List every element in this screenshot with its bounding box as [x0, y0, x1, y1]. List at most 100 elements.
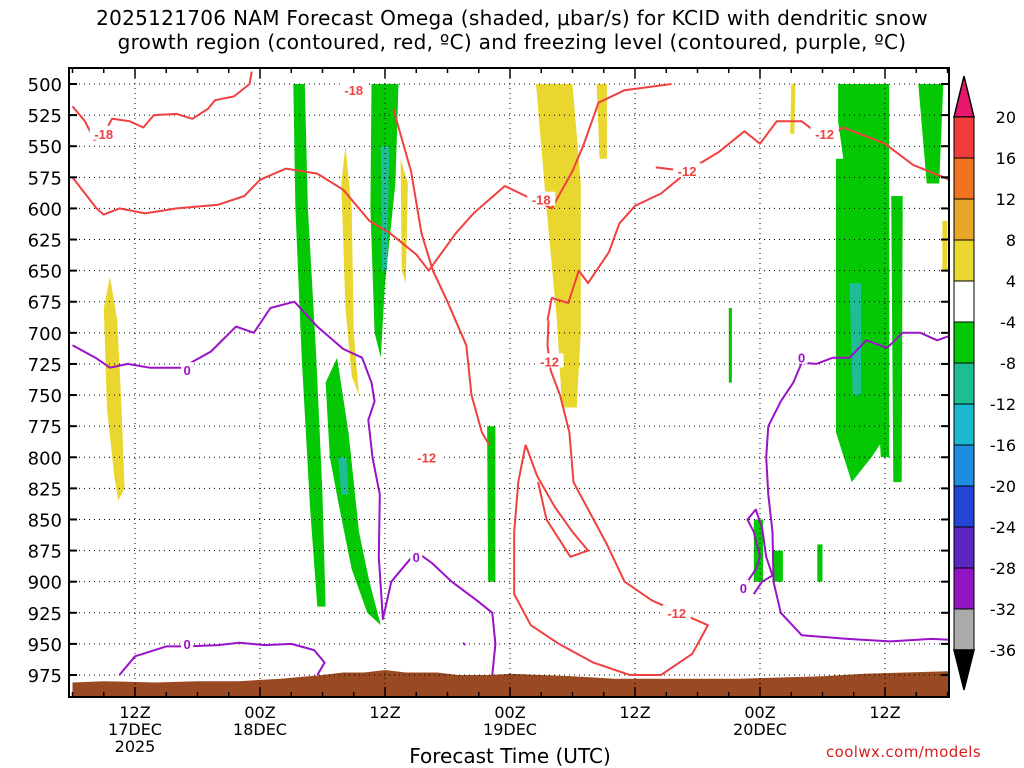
- omega-region: [293, 84, 326, 607]
- colorbar-segment: [953, 280, 975, 323]
- y-tick-label: 775: [28, 417, 62, 438]
- colorbar-top-arrow: [953, 75, 975, 118]
- contour-label-bg: [412, 449, 441, 464]
- y-tick-label: 700: [28, 324, 62, 345]
- colorbar-segment: [953, 403, 975, 446]
- contour-label-bg: [181, 635, 194, 650]
- dendritic-contour-line: [513, 345, 709, 676]
- colorbar-bottom-arrow: [953, 649, 975, 691]
- omega-region: [918, 84, 944, 184]
- colorbar-label: -8: [1000, 354, 1016, 373]
- colorbar-label: -36: [990, 641, 1016, 660]
- colorbar-label: 12: [996, 190, 1016, 209]
- contour-label-bg: [181, 362, 194, 377]
- omega-region: [338, 457, 349, 495]
- x-tick-label: 20DEC: [733, 720, 787, 739]
- freezing-contour-line: [462, 642, 466, 646]
- chart-title-line1: 2025121706 NAM Forecast Omega (shaded, μ…: [96, 6, 928, 30]
- y-tick-label: 925: [28, 604, 62, 625]
- colorbar-segment: [953, 567, 975, 610]
- x-tick-label: 12Z: [869, 703, 900, 722]
- y-tick-label: 975: [28, 666, 62, 687]
- colorbar-label: 16: [996, 149, 1016, 168]
- x-axis-label: Forecast Time (UTC): [409, 744, 611, 768]
- dendritic-contour-line: [71, 83, 672, 272]
- colorbar-segment: [953, 157, 975, 200]
- colorbar-segment: [953, 198, 975, 241]
- freezing-level-contours: [72, 300, 949, 676]
- x-tick-label: 12Z: [369, 703, 400, 722]
- terrain-area: [72, 670, 949, 697]
- colorbar-label: -20: [990, 477, 1016, 496]
- y-tick-label: 500: [28, 75, 62, 96]
- contour-label: -18: [532, 193, 551, 208]
- y-tick-label: 550: [28, 137, 62, 158]
- contour-label: 0: [183, 637, 190, 652]
- colorbar-segment: [953, 239, 975, 282]
- omega-region: [400, 158, 408, 284]
- freezing-contour-line: [72, 300, 497, 676]
- dendritic-contours: [71, 71, 949, 676]
- contour-label: 0: [183, 363, 190, 378]
- colorbar-segment: [953, 485, 975, 528]
- plot-frame: [68, 67, 950, 698]
- freezing-contour-line: [742, 508, 774, 595]
- colorbar-segment: [953, 321, 975, 364]
- contour-label-bg: [89, 125, 118, 140]
- y-tick-label: 825: [28, 479, 62, 500]
- contour-label-bg: [535, 353, 564, 368]
- omega-region: [596, 84, 607, 159]
- x-tick-label: 00Z: [494, 703, 525, 722]
- contour-label-bg: [795, 349, 808, 364]
- colorbar-segment: [953, 608, 975, 651]
- x-tick-label: 2025: [115, 737, 156, 756]
- omega-region: [790, 84, 796, 134]
- y-tick-label: 850: [28, 510, 62, 531]
- contour-label-bg: [527, 191, 556, 206]
- contour-labels: -18 -18 -18 -12 -12 -12 -12 -12 0 0 0 0 0: [89, 82, 839, 652]
- y-tick-label: 750: [28, 386, 62, 407]
- y-tick-label: 625: [28, 231, 62, 252]
- terrain-fill: [72, 670, 949, 697]
- gridlines: [69, 68, 949, 697]
- contour-label: 0: [740, 581, 747, 596]
- freezing-contour-line: [118, 641, 326, 676]
- colorbar-segment: [953, 444, 975, 487]
- dendritic-contour-line: [546, 320, 550, 346]
- dendritic-contour-line: [524, 444, 590, 558]
- contour-label: -18: [344, 83, 363, 98]
- y-tick-label: 875: [28, 542, 62, 563]
- freezing-contour-line: [765, 426, 949, 643]
- omega-region: [849, 283, 861, 396]
- contour-label-bg: [673, 163, 702, 178]
- dendritic-contour-line: [546, 176, 682, 321]
- dendritic-contour-line: [392, 108, 491, 446]
- colorbar-label: -12: [990, 395, 1016, 414]
- contour-label: 0: [798, 351, 805, 366]
- omega-shading: [103, 84, 948, 626]
- contour-label: -12: [667, 606, 686, 621]
- site-credit[interactable]: coolwx.com/models: [826, 743, 982, 761]
- x-tick-label: 00Z: [244, 703, 275, 722]
- contour-label: -12: [815, 127, 834, 142]
- omega-region: [341, 146, 359, 396]
- x-tick-label: 12Z: [119, 703, 150, 722]
- y-tick-label: 725: [28, 355, 62, 376]
- omega-region: [942, 220, 948, 271]
- contour-label-bg: [737, 579, 750, 594]
- contour-label: 0: [413, 550, 420, 565]
- x-tick-label: 17DEC: [108, 720, 162, 739]
- y-tick-label: 675: [28, 293, 62, 314]
- x-tick-label: 12Z: [619, 703, 650, 722]
- colorbar-segment: [953, 526, 975, 569]
- x-tick-label: 00Z: [744, 703, 775, 722]
- colorbar-label: -24: [990, 518, 1016, 537]
- colorbar-label: 4: [1006, 272, 1016, 291]
- contour-label: -12: [417, 450, 436, 465]
- y-tick-label: 800: [28, 448, 62, 469]
- omega-region: [487, 426, 496, 582]
- dendritic-contour-line: [655, 120, 949, 181]
- contour-label-bg: [662, 604, 691, 619]
- omega-region: [728, 308, 732, 383]
